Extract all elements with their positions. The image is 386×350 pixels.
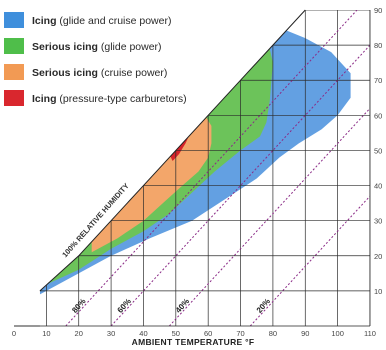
x-tick-label: 0	[12, 329, 16, 338]
legend-entry-1: Icing (glide and cruise power)	[32, 15, 171, 27]
legend-bold-text: Icing	[32, 93, 59, 105]
y-tick-label: 70	[374, 76, 382, 85]
humidity-label: 20%	[255, 297, 272, 315]
legend: Icing (glide and cruise power) Serious ic…	[4, 12, 187, 106]
y-tick-label: 40	[374, 182, 382, 191]
icing-regions	[39, 24, 351, 295]
humidity-label: 80%	[70, 297, 87, 315]
x-tick-label: 70	[236, 329, 244, 338]
x-tick-label: 80	[269, 329, 277, 338]
x-tick-label: 110	[364, 329, 376, 338]
y-tick-label: 90	[374, 6, 382, 15]
legend-entry-3: Serious icing (cruise power)	[32, 67, 167, 79]
legend-bold-text: Serious icing	[32, 41, 101, 53]
legend-swatch-2	[4, 38, 24, 54]
x-tick-label: 30	[107, 329, 115, 338]
x-tick-label: 10	[42, 329, 50, 338]
x-axis-label: AMBIENT TEMPERATURE °F	[132, 337, 255, 347]
x-tick-label: 50	[172, 329, 180, 338]
y-tick-label: 10	[374, 287, 382, 296]
y-tick-label: 20	[374, 252, 382, 261]
y-tick-label: 50	[374, 146, 382, 155]
y-tick-label: 30	[374, 217, 382, 226]
legend-swatch-4	[4, 90, 24, 106]
legend-detail-text: (pressure-type carburetors)	[59, 93, 186, 105]
x-tick-label: 60	[204, 329, 212, 338]
humidity-label: 60%	[116, 297, 133, 315]
legend-swatch-3	[4, 64, 24, 80]
saturation-line	[39, 9, 306, 292]
chart-grid	[39, 10, 371, 326]
humidity-label: 40%	[174, 297, 191, 315]
legend-entry-4: Icing (pressure-type carburetors)	[32, 93, 187, 105]
legend-entry-2: Serious icing (glide power)	[32, 41, 162, 53]
legend-detail-text: (cruise power)	[101, 67, 168, 79]
legend-swatch-1	[4, 12, 24, 28]
x-tick-label: 90	[301, 329, 309, 338]
x-tick-label: 100	[331, 329, 344, 338]
legend-bold-text: Icing	[32, 15, 59, 27]
legend-detail-text: (glide and cruise power)	[59, 15, 171, 27]
y-tick-label: 60	[374, 111, 382, 120]
x-tick-label: 40	[139, 329, 147, 338]
x-tick-label: 20	[75, 329, 83, 338]
y-tick-label: 80	[374, 41, 382, 50]
legend-bold-text: Serious icing	[32, 67, 101, 79]
legend-detail-text: (glide power)	[101, 41, 162, 53]
